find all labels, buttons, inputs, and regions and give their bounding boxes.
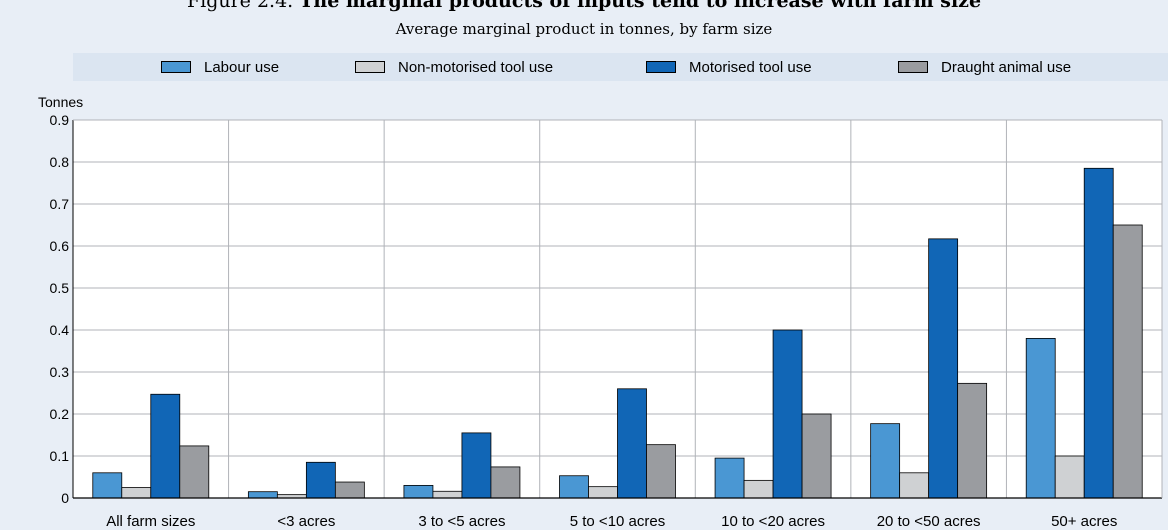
x-tick-label: All farm sizes xyxy=(106,513,195,530)
bar-non-motorised xyxy=(1054,455,1085,499)
x-tick-label: 50+ acres xyxy=(1051,513,1117,530)
legend-item-draught: Draught animal use xyxy=(898,58,1071,76)
y-tick-label: 0.2 xyxy=(50,406,70,422)
bar-non-motorised xyxy=(121,487,152,499)
bar-labour xyxy=(403,484,434,499)
bar-draught xyxy=(334,481,365,499)
bar-motorised xyxy=(305,461,336,499)
bar-draught xyxy=(179,445,210,499)
bar-motorised xyxy=(617,388,647,499)
bar-draught xyxy=(1112,224,1143,499)
x-tick-label: 3 to <5 acres xyxy=(418,513,505,530)
legend-item-labour: Labour use xyxy=(161,58,279,76)
bar-motorised xyxy=(772,329,803,499)
chart-subtitle: Average marginal product in tonnes, by f… xyxy=(395,20,773,38)
bar-draught xyxy=(957,382,988,499)
y-tick-label: 0.1 xyxy=(50,448,70,464)
bar-draught xyxy=(801,413,832,499)
legend-label-draught: Draught animal use xyxy=(941,58,1072,76)
x-tick-label: 10 to <20 acres xyxy=(721,513,825,530)
y-axis-label: Tonnes xyxy=(38,94,83,110)
y-tick-label: 0.9 xyxy=(50,112,70,128)
bar-non-motorised xyxy=(899,472,930,499)
x-tick-label: <3 acres xyxy=(277,513,335,530)
bar-labour xyxy=(870,423,901,499)
y-tick-label: 0.3 xyxy=(50,364,70,380)
legend-swatch-labour xyxy=(161,61,191,73)
y-tick-label: 0 xyxy=(61,490,69,506)
title-prefix: Figure 2.4. xyxy=(186,0,294,12)
y-tick-label: 0.7 xyxy=(50,196,70,212)
y-tick-label: 0.5 xyxy=(50,280,70,296)
legend-item-motorised: Motorised tool use xyxy=(646,58,812,76)
x-tick-label: 5 to <10 acres xyxy=(570,513,665,530)
bar-motorised xyxy=(1083,167,1114,499)
bar-non-motorised xyxy=(432,490,463,499)
title-bold: The marginal products of inputs tend to … xyxy=(299,0,982,12)
y-tick-label: 0.8 xyxy=(50,154,70,170)
y-tick-label: 0.6 xyxy=(50,238,70,254)
bar-motorised xyxy=(928,238,959,499)
legend: Labour use Non-motorised tool use Motori… xyxy=(73,53,1168,81)
bar-labour xyxy=(559,475,589,499)
bar-labour xyxy=(714,457,745,499)
bar-labour xyxy=(92,472,123,499)
y-tick-label: 0.4 xyxy=(50,322,70,338)
bar-motorised xyxy=(461,432,492,499)
x-tick-label: 20 to <50 acres xyxy=(877,513,981,530)
legend-label-motorised: Motorised tool use xyxy=(689,58,812,76)
legend-label-non-motorised: Non-motorised tool use xyxy=(398,58,554,76)
bar-draught xyxy=(646,444,676,499)
bar-labour xyxy=(247,491,278,499)
chart-title: Figure 2.4. The marginal products of inp… xyxy=(0,0,1168,12)
legend-swatch-non-motorised xyxy=(355,61,385,73)
bar-labour xyxy=(1025,337,1056,499)
legend-label-labour: Labour use xyxy=(204,58,280,76)
legend-swatch-draught xyxy=(898,61,928,73)
bar-draught xyxy=(490,466,521,499)
legend-swatch-motorised xyxy=(646,61,676,73)
bar-non-motorised xyxy=(588,486,618,499)
bar-motorised xyxy=(150,393,181,499)
bar-non-motorised xyxy=(743,479,774,499)
legend-item-non-motorised: Non-motorised tool use xyxy=(355,58,553,76)
